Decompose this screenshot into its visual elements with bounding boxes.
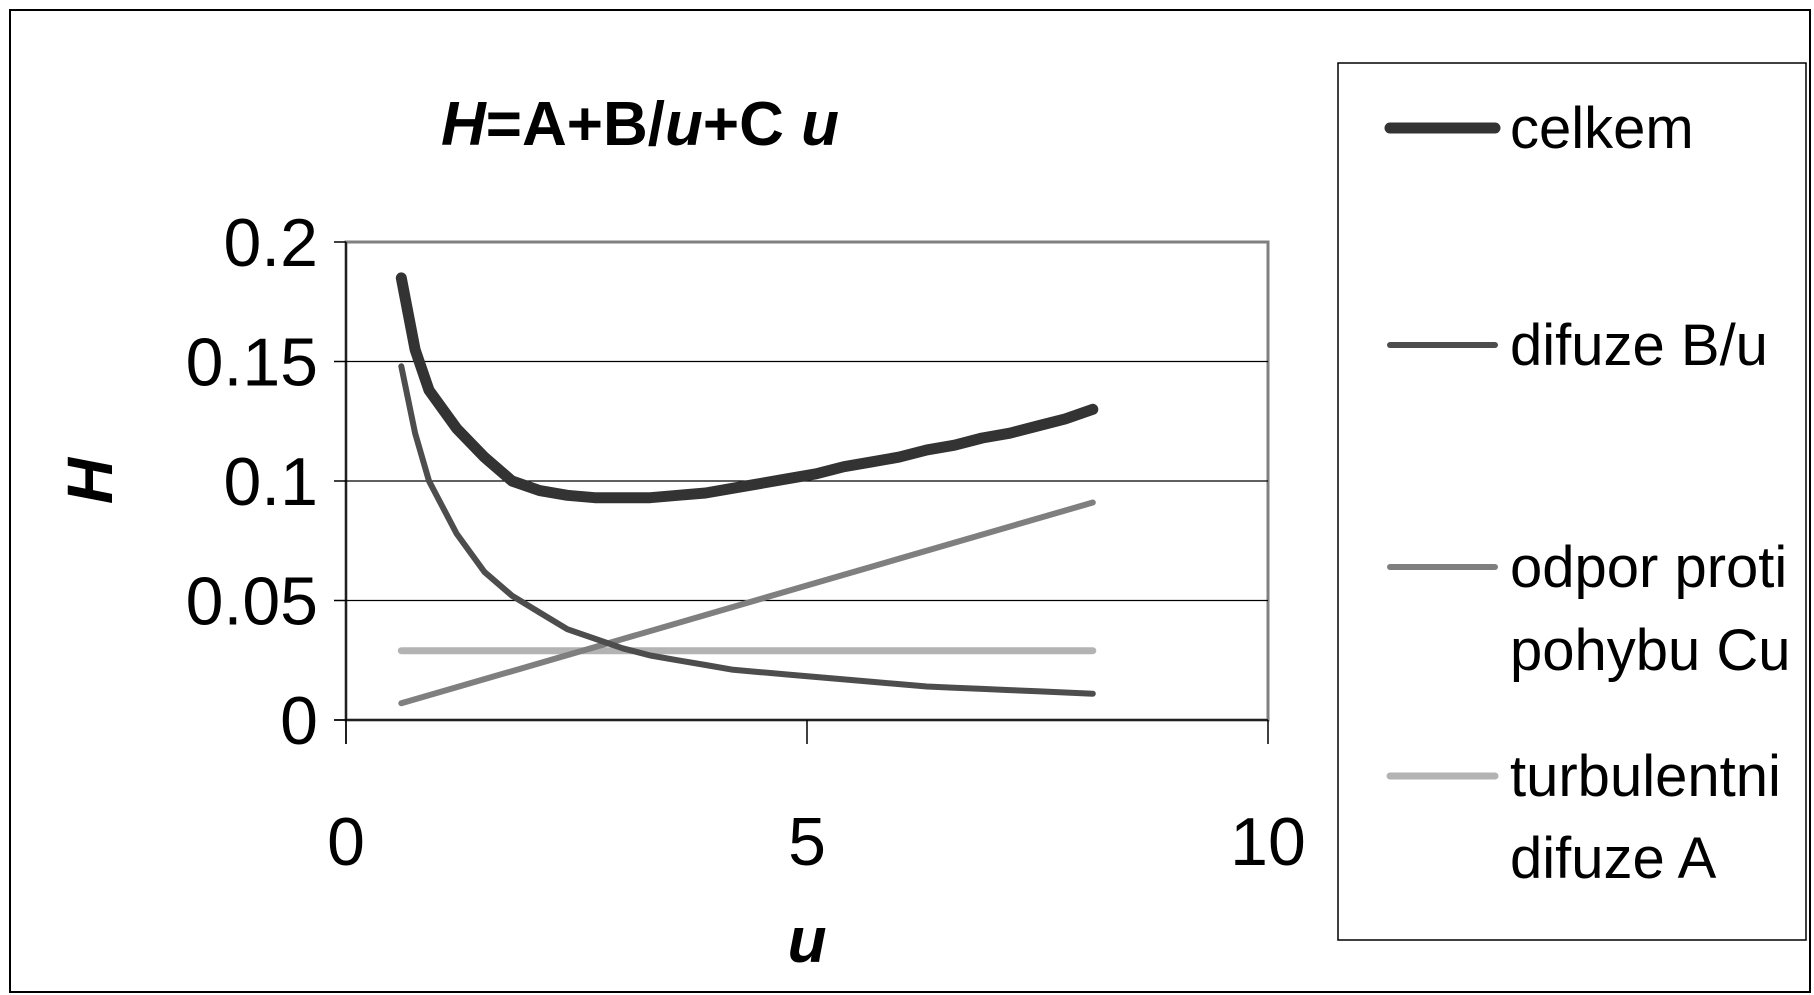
chart-title-part: =A+B/ [486, 90, 665, 159]
chart-title-part: u [665, 90, 703, 159]
x-tick-label: 5 [788, 804, 826, 880]
series-line-2 [398, 499, 1096, 707]
y-tick-labels: 0 0.05 0.1 0.15 0.2 [186, 205, 318, 759]
x-axis-label: u [787, 904, 826, 976]
chart-title-part: u [801, 90, 839, 159]
legend-entries: celkem difuze B/u odpor proti pohybu Cu turb… [1384, 96, 1791, 891]
gridlines [346, 360, 1268, 602]
legend-label-1: difuze B/u [1510, 313, 1768, 378]
chart-title: H=A+B/u+C u [441, 90, 839, 159]
y-tick-label: 0.1 [223, 444, 318, 520]
x-tick-label: 10 [1230, 804, 1306, 880]
x-tick-label: 0 [327, 804, 365, 880]
y-tick-label: 0 [280, 683, 318, 759]
legend-label-3: difuze A [1510, 826, 1717, 891]
y-tick-label: 0.05 [186, 564, 318, 640]
y-tick-label: 0.2 [223, 205, 318, 281]
legend-label-2: pohybu Cu [1510, 618, 1791, 683]
y-tick-label: 0.15 [186, 325, 318, 401]
series-line-1 [398, 363, 1096, 697]
chart-title-part: H [441, 90, 487, 159]
x-tick-labels: 0 5 10 [327, 804, 1306, 880]
legend-label-2: odpor proti [1510, 535, 1787, 600]
legend-label-0: celkem [1510, 96, 1694, 161]
series-line-0 [395, 272, 1099, 504]
legend [1337, 62, 1807, 941]
y-axis-label: H [54, 456, 126, 504]
axes [334, 241, 1269, 744]
legend-label-3: turbulentni [1510, 744, 1781, 809]
chart-title-part: +C [703, 90, 801, 159]
series-lines [395, 272, 1099, 707]
